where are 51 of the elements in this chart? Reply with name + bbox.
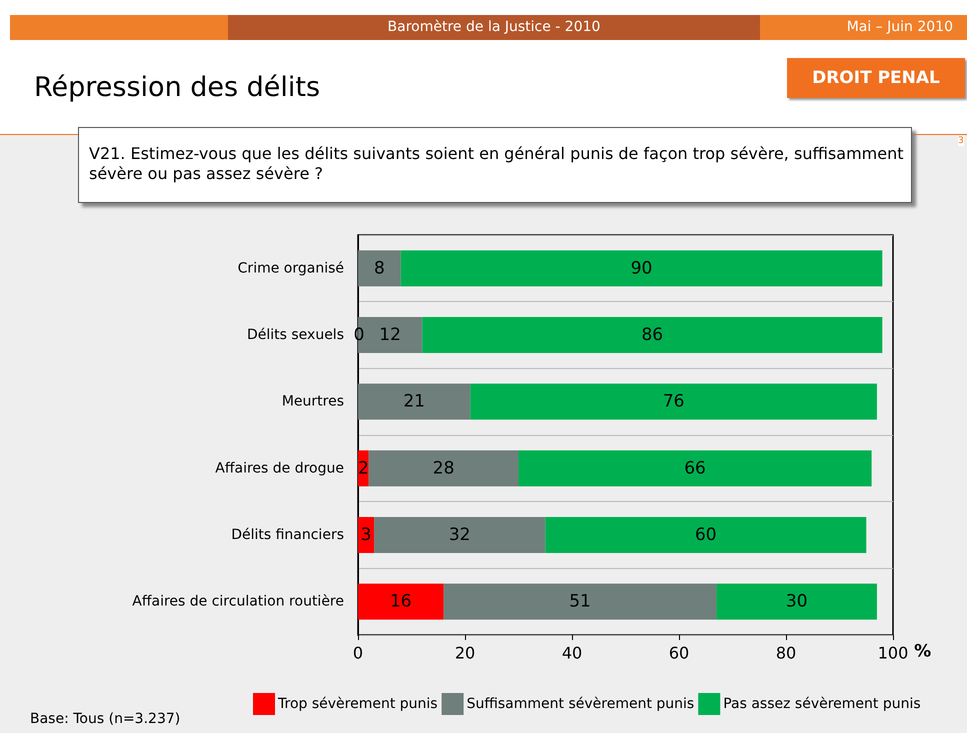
x-tick-label: 0 [352,644,364,662]
x-tick-label: 60 [668,644,690,662]
x-tick-label: 100 [878,644,908,662]
data-label: 76 [662,392,684,412]
legend-label: Pas assez sévèrement punis [723,696,921,712]
bar [374,517,546,553]
bar [716,584,877,620]
data-label: 90 [630,258,652,278]
bar [422,317,882,353]
text: Base: Tous (n=3.237) [30,711,180,727]
legend-label: Trop sévèrement punis [277,696,438,712]
y-tick-label: Affaires de drogue [215,460,344,476]
y-tick-label: Meurtres [282,394,344,410]
bar [545,517,866,553]
data-label: 30 [786,592,808,612]
chart-subtitle: V21. Estimez-vous que les délits suivants soient en général punis de façon trop sévère, suffisamment sévère ou pas assez sévère ? [78,127,912,203]
bar [358,384,470,420]
text: Mai – Juin 2010 [846,19,953,35]
data-label: 2 [358,458,369,478]
data-label: 86 [641,325,664,345]
y-tick-label: Délits sexuels [246,327,344,343]
bar [358,250,401,286]
bar [518,450,872,486]
data-label: 3 [360,525,372,545]
x-tick-label: 20 [454,644,476,662]
bar [400,250,882,286]
y-tick-label: Délits financiers [231,527,344,543]
bar [358,517,374,553]
data-label: 60 [694,525,717,545]
x-axis-title: % [914,642,932,662]
y-tick-label: Affaires de circulation routière [132,594,344,610]
y-tick-label: Crime organisé [238,260,344,276]
text: DROIT PENAL [787,58,965,98]
legend-label: Suffisamment sévèrement punis [466,696,694,712]
data-label: 51 [569,592,591,612]
data-label: 12 [379,325,401,345]
data-label: 8 [374,258,385,278]
data-label: 16 [390,592,412,612]
data-label: 32 [448,525,470,545]
bar [470,384,877,420]
data-label: 21 [403,392,425,412]
data-label: 28 [432,458,454,478]
x-tick-label: 80 [776,644,796,662]
bar [358,584,444,620]
chart-title: Répression des délits [34,72,320,103]
text: Baromètre de la Justice - 2010 [386,19,602,35]
bar [444,584,716,620]
text: 3 [958,136,964,146]
data-label: 66 [684,458,706,478]
bar [368,450,518,486]
x-tick-label: 40 [562,644,582,662]
